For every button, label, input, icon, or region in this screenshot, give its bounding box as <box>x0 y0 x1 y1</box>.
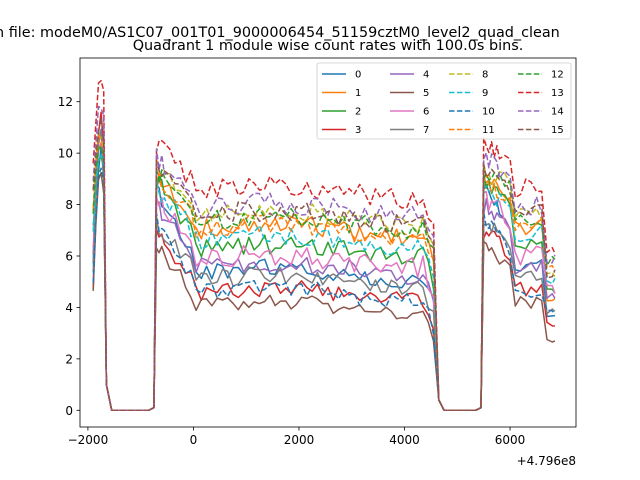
series-line-15 <box>92 118 556 412</box>
legend-label-12: 12 <box>551 70 564 81</box>
y-tick-label: 8 <box>65 198 73 212</box>
x-tick-label: 6000 <box>495 433 526 447</box>
legend-label-8: 8 <box>482 70 488 81</box>
x-tick-label: 2000 <box>284 433 315 447</box>
chart-title: Quadrant 1 module wise count rates with … <box>133 38 524 54</box>
y-tick-label: 2 <box>65 352 73 366</box>
y-tick-label: 6 <box>65 250 73 264</box>
series-line-10 <box>92 167 556 412</box>
legend-label-3: 3 <box>355 125 361 136</box>
legend-label-14: 14 <box>551 107 564 118</box>
x-axis: −2000 0 2000 4000 6000 <box>68 427 526 447</box>
legend-label-15: 15 <box>551 125 564 136</box>
series-layer <box>92 79 556 412</box>
series-line-4 <box>92 128 556 412</box>
legend-label-1: 1 <box>355 88 361 99</box>
y-axis: 0 2 4 6 8 10 12 <box>58 95 80 418</box>
series-line-2 <box>92 156 556 412</box>
legend-label-4: 4 <box>423 70 429 81</box>
series-line-9 <box>92 152 556 412</box>
series-line-5 <box>92 172 556 412</box>
legend-label-7: 7 <box>423 125 429 136</box>
figure-suptitle: n file: modeM0/AS1C07_001T01_9000006454_… <box>0 25 560 41</box>
plot-area-frame <box>79 57 577 428</box>
legend-label-6: 6 <box>423 107 429 118</box>
legend-label-0: 0 <box>355 70 361 81</box>
legend-label-5: 5 <box>423 88 429 99</box>
series-line-12 <box>92 145 556 412</box>
series-line-14 <box>92 105 556 412</box>
legend-label-13: 13 <box>551 88 564 99</box>
x-tick-label: 4000 <box>389 433 420 447</box>
y-tick-label: 10 <box>58 147 73 161</box>
legend-box <box>316 62 572 140</box>
series-line-6 <box>92 142 556 412</box>
series-line-3 <box>92 111 555 412</box>
y-tick-label: 12 <box>58 95 73 109</box>
x-tick-label: −2000 <box>68 433 109 447</box>
x-tick-label: 0 <box>190 433 198 447</box>
y-tick-label: 4 <box>65 301 73 315</box>
series-line-13 <box>92 79 556 412</box>
legend-label-10: 10 <box>482 107 495 118</box>
legend-label-2: 2 <box>355 107 361 118</box>
x-axis-offset-label: +4.796e8 <box>517 454 576 468</box>
legend-label-11: 11 <box>482 125 495 136</box>
legend-label-9: 9 <box>482 88 488 99</box>
y-tick-label: 0 <box>65 404 73 418</box>
